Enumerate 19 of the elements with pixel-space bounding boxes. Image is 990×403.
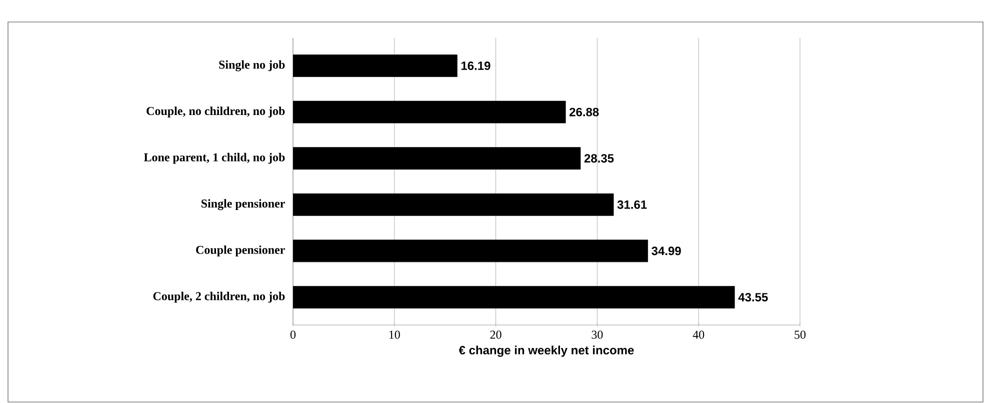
data-label: 16.19 bbox=[461, 62, 490, 70]
x-tick-label: 30 bbox=[592, 330, 603, 339]
data-label: 28.35 bbox=[584, 154, 614, 163]
data-label: 26.88 bbox=[570, 108, 599, 116]
data-label: 34.99 bbox=[652, 246, 681, 256]
data-label: 43.55 bbox=[738, 292, 768, 302]
y-tick-label: Single pensioner bbox=[202, 199, 285, 210]
x-tick-label: 0 bbox=[290, 330, 296, 339]
y-tick-label: Lone parent, 1 child, no job bbox=[144, 152, 285, 164]
x-tick-label: 50 bbox=[794, 330, 806, 339]
x-tick-label: 20 bbox=[490, 330, 502, 339]
y-tick-label: Single no job bbox=[219, 60, 285, 72]
x-tick-label: 10 bbox=[389, 330, 400, 339]
x-axis-title: € change in weekly net income bbox=[458, 346, 634, 357]
data-label: 31.61 bbox=[617, 200, 647, 209]
y-tick-label: Couple, no children, no job bbox=[146, 106, 285, 118]
x-tick-label: 40 bbox=[692, 330, 704, 339]
y-tick-label: Couple, 2 children, no job bbox=[153, 292, 285, 303]
y-tick-label: Couple pensioner bbox=[196, 245, 285, 256]
